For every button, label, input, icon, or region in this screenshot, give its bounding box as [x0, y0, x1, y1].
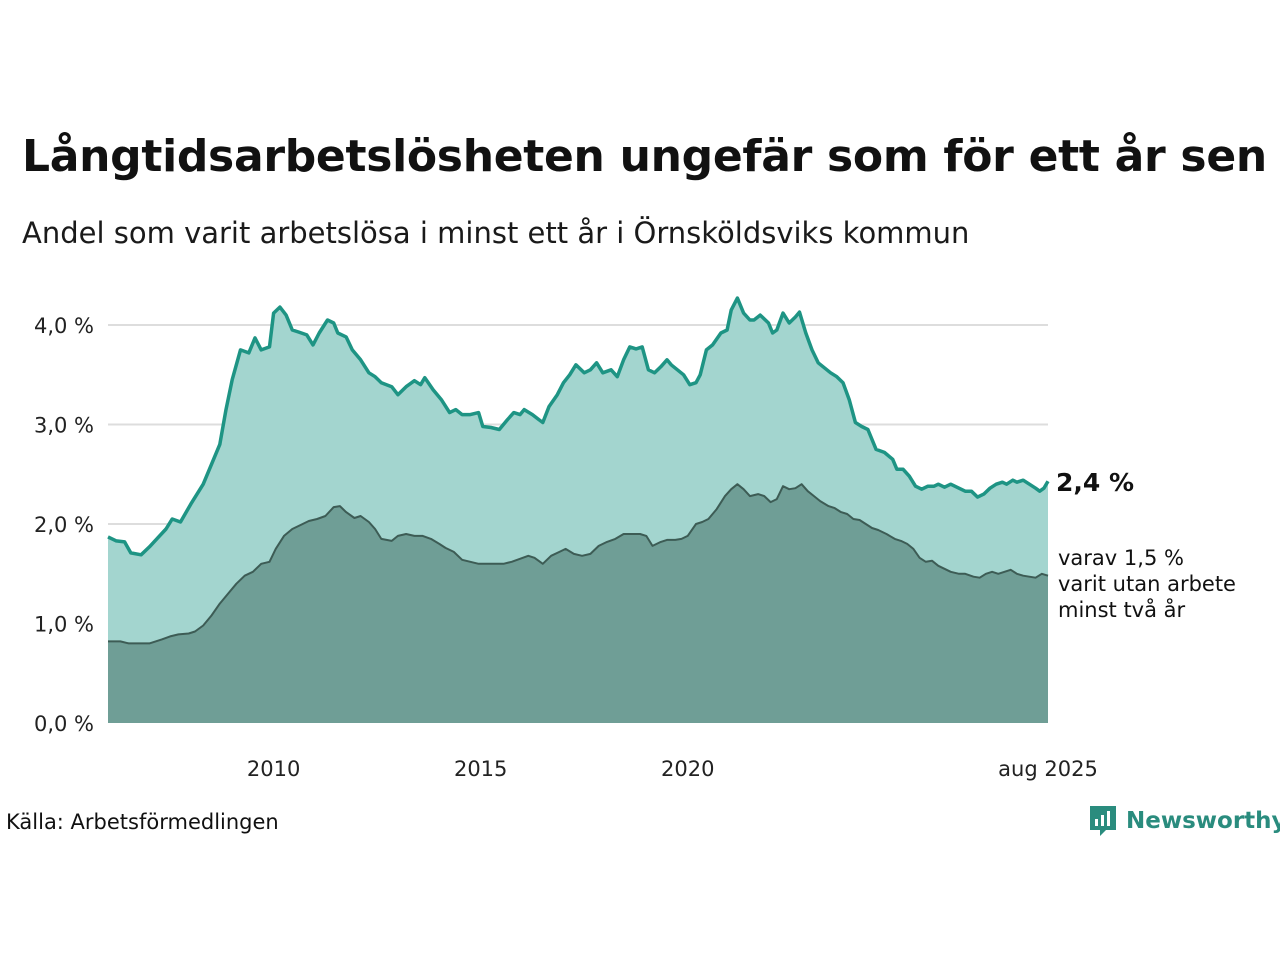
x-tick-label: 2010 [247, 757, 300, 781]
end-label-total: 2,4 % [1056, 468, 1134, 497]
end-label-sub-line2: varit utan arbete [1058, 572, 1236, 596]
x-axis: 2010 2015 2020 aug 2025 [247, 757, 1098, 781]
end-label-sub-line1: varav 1,5 % [1058, 546, 1184, 570]
y-tick-label: 4,0 % [34, 314, 94, 338]
series-sub-area [108, 484, 1048, 723]
x-tick-label: aug 2025 [998, 757, 1098, 781]
chart-subtitle: Andel som varit arbetslösa i minst ett å… [22, 216, 970, 250]
end-label-sub-line3: minst två år [1058, 597, 1186, 622]
brand-name: Newsworthy [1126, 808, 1280, 834]
series-total-line [107, 296, 1050, 557]
y-tick-label: 0,0 % [34, 712, 94, 736]
y-tick-label: 3,0 % [34, 414, 94, 438]
x-tick-label: 2015 [454, 757, 507, 781]
y-tick-label: 2,0 % [34, 513, 94, 537]
chart-title: Långtidsarbetslösheten ungefär som för e… [22, 131, 1267, 182]
y-tick-label: 1,0 % [34, 613, 94, 637]
series-sub-line [108, 483, 1049, 645]
y-axis: 0,0 % 1,0 % 2,0 % 3,0 % 4,0 % [34, 314, 94, 736]
newsworthy-logo-icon [1090, 806, 1116, 836]
x-tick-label: 2020 [661, 757, 714, 781]
source-note: Källa: Arbetsförmedlingen [6, 810, 279, 834]
series-areas [107, 296, 1050, 723]
brand-logo: Newsworthy [1088, 804, 1280, 838]
